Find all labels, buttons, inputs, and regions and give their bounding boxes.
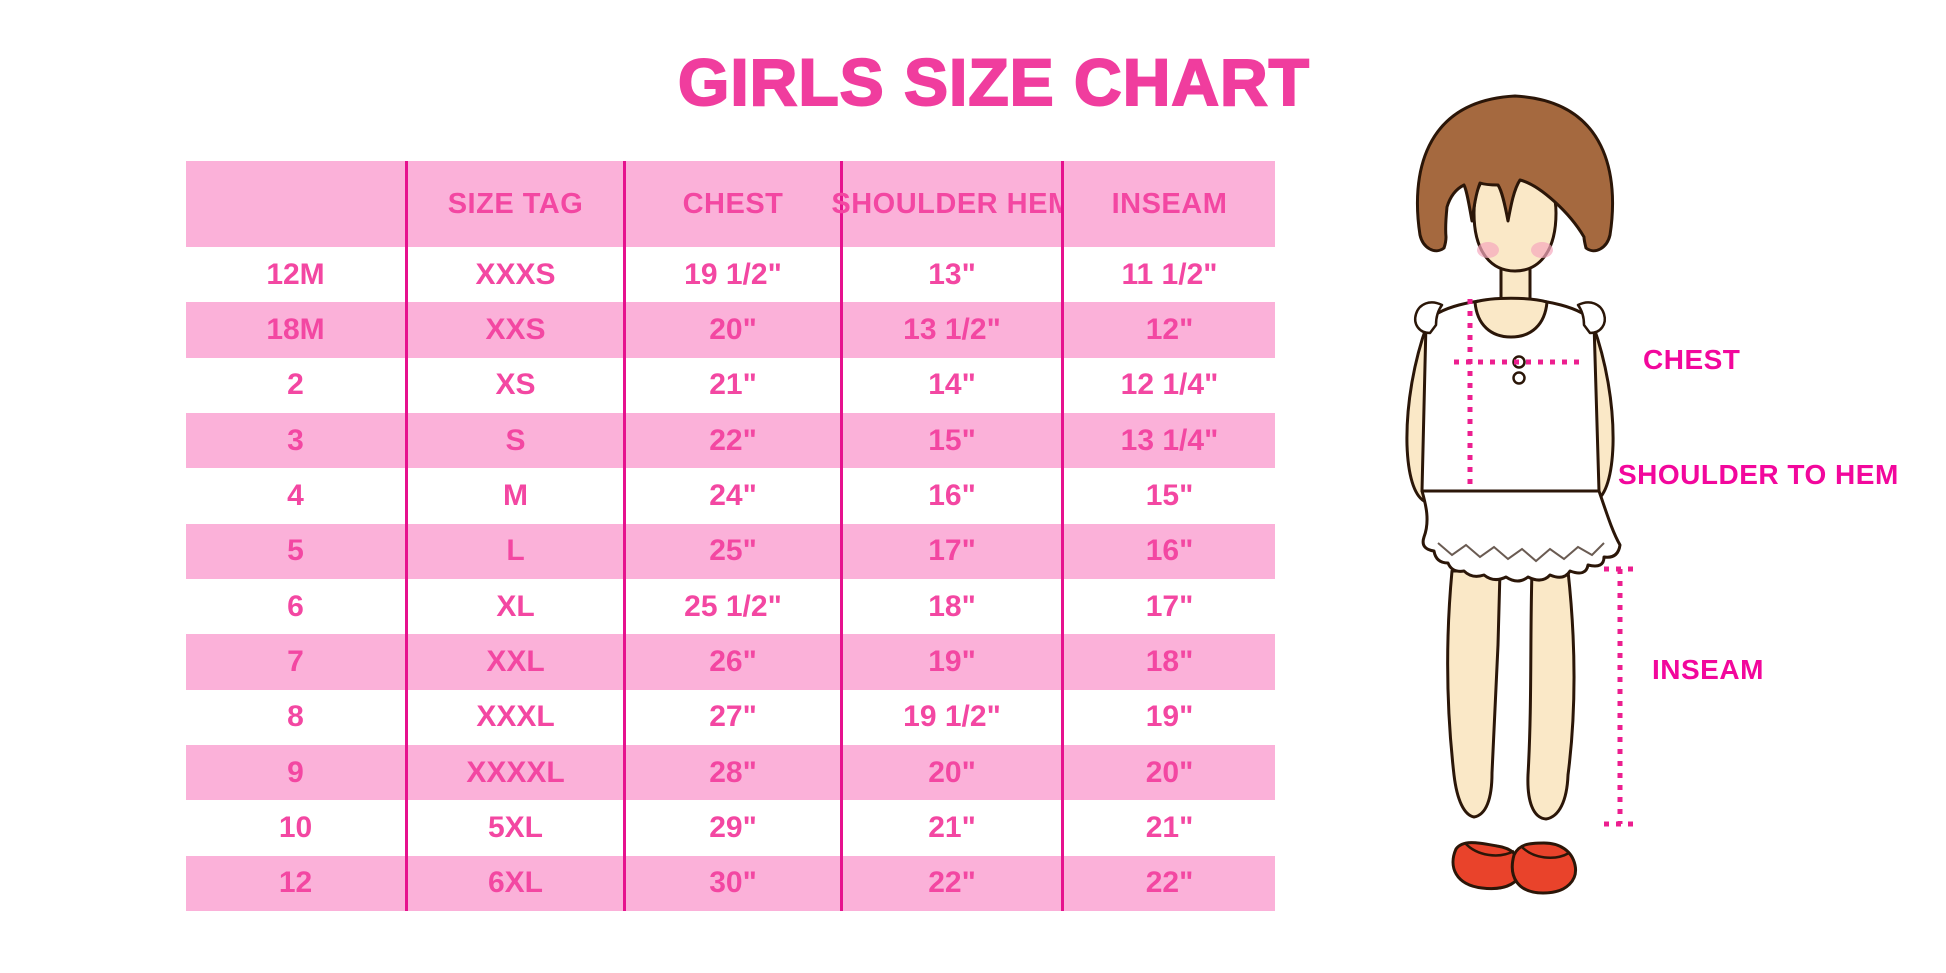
- size-cell: 20": [1061, 744, 1275, 801]
- size-cell: 22": [1061, 855, 1275, 911]
- size-cell: 5XL: [405, 800, 623, 856]
- size-cell: 4: [287, 478, 304, 512]
- size-cell: 12M: [266, 257, 325, 291]
- size-cell: S: [405, 412, 623, 469]
- chest-label: CHEST: [1643, 344, 1741, 375]
- size-cell: L: [405, 523, 623, 579]
- girl-skirt: [1420, 489, 1622, 583]
- size-cell: XXXL: [405, 689, 623, 745]
- size-cell: XXS: [405, 302, 623, 358]
- size-cell: 18": [840, 578, 1061, 635]
- size-cell: 14": [840, 357, 1061, 413]
- size-cell: 8: [287, 700, 304, 734]
- size-cell: 13 1/2": [840, 302, 1061, 358]
- size-cell: 15": [1061, 468, 1275, 524]
- size-cell: 20": [840, 744, 1061, 801]
- size-cell: 7: [186, 634, 405, 690]
- size-cell: 22": [623, 412, 840, 469]
- header-cell: [186, 161, 405, 247]
- size-cell: 30": [623, 855, 840, 911]
- size-cell: 6: [287, 589, 304, 623]
- shoulder-ruffle-left: [1414, 301, 1444, 335]
- size-cell: 21": [1061, 800, 1275, 856]
- page-title: GIRLS SIZE CHART: [677, 44, 1310, 120]
- size-cell: XS: [405, 357, 623, 413]
- size-cell: 25": [623, 523, 840, 579]
- size-cell: 12: [186, 855, 405, 911]
- neckline: [1473, 296, 1549, 339]
- size-cell: 27": [623, 689, 840, 745]
- size-cell: 20": [623, 302, 840, 358]
- girls-size-table: SIZE TAG CHEST SHOULDER HEM INSEAM 12M XXXS 19…: [186, 161, 1275, 911]
- girl-top: [1414, 296, 1606, 493]
- size-cell: 16": [1061, 523, 1275, 579]
- size-cell: 22": [840, 855, 1061, 911]
- size-cell: 2: [287, 368, 304, 402]
- header-cell: CHEST: [623, 161, 840, 247]
- size-cell: 10: [278, 810, 313, 844]
- girl-measurement-illustration: [1405, 94, 1638, 895]
- size-cell: 5: [186, 523, 405, 579]
- header-cell: SIZE TAG: [405, 161, 623, 247]
- size-cell: XXL: [405, 634, 623, 690]
- size-cell: 12 1/4": [1061, 357, 1275, 413]
- size-cell: 19 1/2": [840, 689, 1061, 745]
- size-cell: 21": [840, 800, 1061, 856]
- blush-left: [1477, 242, 1499, 258]
- inseam-label: INSEAM: [1652, 654, 1764, 685]
- size-cell: 16": [840, 468, 1061, 524]
- girl-legs: [1446, 569, 1576, 821]
- size-cell: 12": [1061, 302, 1275, 358]
- size-cell: 29": [623, 800, 840, 856]
- size-cell: 11 1/2": [1061, 247, 1275, 303]
- size-cell: 19": [1061, 689, 1275, 745]
- size-cell: 17": [1061, 578, 1275, 635]
- girl-red-shoes: [1451, 841, 1578, 895]
- measurement-lines: [1454, 299, 1638, 827]
- size-cell: XXXXL: [405, 744, 623, 801]
- size-cell: 24": [623, 468, 840, 524]
- blush-right: [1531, 242, 1553, 258]
- size-cell: 6XL: [405, 855, 623, 911]
- size-cell: 28": [623, 744, 840, 801]
- shoulder-ruffle-right: [1576, 301, 1606, 335]
- skirt-zigzag: [1437, 542, 1605, 563]
- header-cell: SHOULDER HEM: [831, 161, 1072, 247]
- size-cell: 15": [840, 412, 1061, 469]
- size-cell: 13 1/4": [1061, 412, 1275, 469]
- size-cell: 19 1/2": [623, 247, 840, 303]
- girl-hair: [1415, 94, 1615, 253]
- size-cell: XL: [405, 578, 623, 635]
- size-cell: 9: [186, 744, 405, 801]
- size-cell: 19": [840, 634, 1061, 690]
- shoulder-to-hem-label: SHOULDER TO HEM: [1618, 459, 1899, 490]
- size-cell: M: [405, 468, 623, 524]
- size-cell: 18": [1061, 634, 1275, 690]
- size-cell: 21": [623, 357, 840, 413]
- size-cell: 3: [186, 412, 405, 469]
- size-cell: 18M: [186, 302, 405, 358]
- size-cell: 13": [840, 247, 1061, 303]
- size-cell: 26": [623, 634, 840, 690]
- button-bottom: [1512, 371, 1526, 385]
- size-cell: 25 1/2": [623, 578, 840, 635]
- size-cell: XXXS: [405, 247, 623, 303]
- size-cell: 17": [840, 523, 1061, 579]
- header-cell: INSEAM: [1061, 161, 1275, 247]
